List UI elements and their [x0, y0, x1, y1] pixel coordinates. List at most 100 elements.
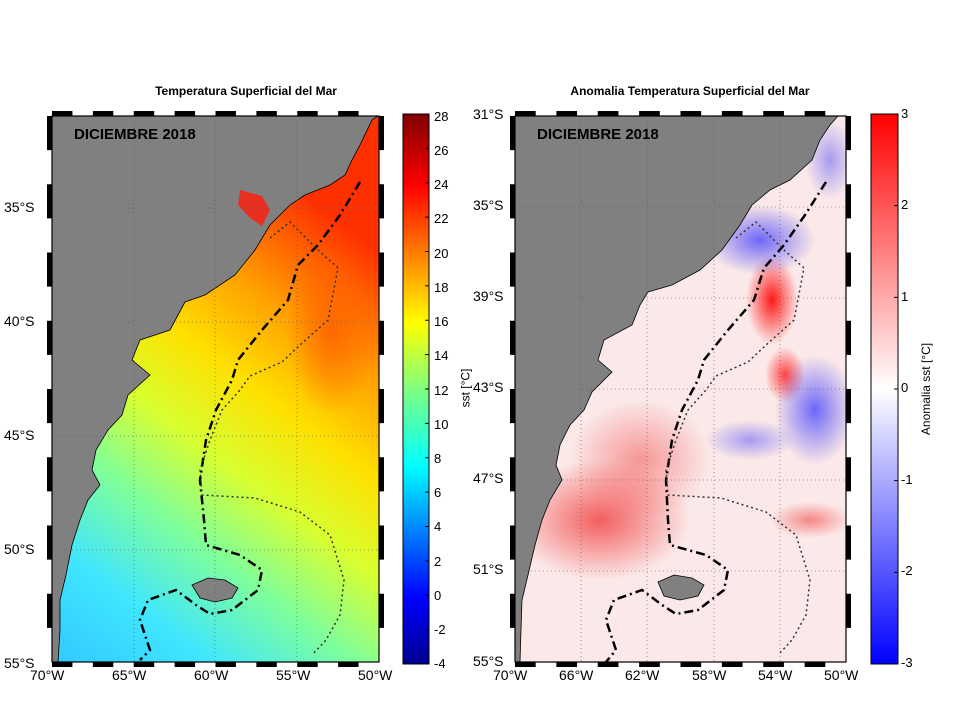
anom-cb-tick: 2: [901, 197, 909, 212]
right-lon-tick-54w: 54°W: [758, 667, 793, 683]
frame-segment: [379, 252, 384, 287]
frame-segment: [92, 111, 114, 116]
frame-segment: [846, 525, 851, 560]
left-grid: [52, 116, 379, 662]
frame-segment: [597, 111, 619, 116]
frame-segment: [379, 184, 384, 219]
frame-segment: [597, 662, 619, 667]
sst-cb-tick: 4: [434, 519, 442, 534]
right-date-label: DICIEMBRE 2018: [537, 126, 659, 143]
frame-segment: [639, 662, 660, 667]
sst-cb-tick: 26: [434, 143, 449, 158]
frame-segment: [846, 389, 851, 424]
frame-segment: [133, 111, 155, 116]
left-lat-tick-40s: 40°S: [4, 313, 35, 329]
sst-cb-tick: 24: [434, 177, 449, 192]
frame-segment: [47, 525, 52, 560]
left-lon-tick-60w: 60°W: [194, 667, 229, 683]
frame-segment: [47, 116, 52, 151]
anom-cb-tick: -1: [901, 472, 913, 487]
left-map-checker-border: [47, 111, 384, 667]
sst-cb-tick: 10: [434, 417, 449, 432]
right-lon-tick-66w: 66°W: [559, 667, 594, 683]
right-lon-tick-58w: 58°W: [692, 667, 727, 683]
left-lat-tick-45s: 45°S: [4, 427, 35, 443]
zone-boundary-line-right: [665, 220, 811, 656]
frame-segment: [515, 662, 536, 667]
right-lat-tick-55s: 55°S: [473, 653, 504, 669]
frame-segment: [256, 111, 277, 116]
frame-segment: [510, 457, 515, 492]
shelf-break-line-right: [604, 181, 828, 662]
frame-segment: [846, 457, 851, 492]
frame-segment: [639, 111, 660, 116]
sst-cb-tick: 16: [434, 314, 449, 329]
shelf-break-line: [138, 181, 362, 661]
frame-segment: [174, 662, 196, 667]
sst-cb-tick: 20: [434, 246, 449, 261]
sst-cb-tick: 22: [434, 211, 449, 226]
frame-segment: [763, 111, 784, 116]
frame-segment: [763, 662, 784, 667]
frame-segment: [379, 116, 384, 151]
frame-segment: [47, 320, 52, 355]
left-lat-tick-55s: 55°S: [4, 655, 35, 671]
right-lat-tick-39s: 39°S: [473, 288, 504, 304]
falkland-islands-right: [657, 574, 705, 601]
left-lon-tick-50w: 50°W: [358, 667, 393, 683]
frame-segment: [47, 389, 52, 424]
sst-colorbar-label: sst [°C]: [458, 368, 473, 408]
anom-cb-tick: 0: [901, 380, 909, 395]
right-map-title: Anomalia Temperatura Superficial del Mar: [570, 84, 810, 98]
frame-segment: [379, 525, 384, 560]
warm-anomaly-area: [287, 245, 377, 415]
frame-segment: [47, 252, 52, 287]
left-map: [52, 116, 379, 662]
frame-segment: [804, 662, 826, 667]
sst-cb-tick: 14: [434, 348, 449, 363]
right-lat-tick-31s: 31°S: [473, 106, 504, 122]
frame-segment: [338, 662, 359, 667]
frame-segment: [174, 111, 196, 116]
frame-segment: [510, 525, 515, 560]
right-map-checker-border: [510, 111, 851, 667]
right-lat-tick-43s: 43°S: [473, 379, 504, 395]
left-map-title: Temperatura Superficial del Mar: [155, 84, 337, 98]
left-lat-tick-50s: 50°S: [4, 541, 35, 557]
rio-de-la-plata: [238, 190, 270, 226]
frame-segment: [338, 111, 359, 116]
frame-segment: [721, 662, 743, 667]
frame-segment: [52, 662, 73, 667]
sst-cb-tick: 12: [434, 383, 449, 398]
right-lon-tick-50w: 50°W: [824, 667, 859, 683]
frame-segment: [680, 662, 702, 667]
frame-segment: [510, 389, 515, 424]
right-lat-tick-51s: 51°S: [473, 561, 504, 577]
frame-segment: [510, 252, 515, 287]
positive-anomaly-central: [570, 400, 710, 520]
anom-cb-tick: 3: [901, 106, 909, 121]
land-south-america: [52, 116, 379, 662]
sst-colorbar: [402, 113, 430, 665]
sst-cb-tick: 0: [434, 588, 442, 603]
sst-cb-tick: 18: [434, 280, 449, 295]
frame-segment: [215, 111, 236, 116]
zone-boundary-line: [199, 220, 345, 656]
frame-segment: [379, 457, 384, 492]
frame-segment: [680, 111, 702, 116]
frame-segment: [47, 593, 52, 628]
sst-cb-tick: 2: [434, 554, 442, 569]
sst-cb-tick: 6: [434, 485, 442, 500]
right-lat-tick-35s: 35°S: [473, 197, 504, 213]
frame-segment: [47, 184, 52, 219]
anom-cb-tick: -3: [901, 655, 913, 670]
colorbar-tick-marks: [425, 113, 898, 665]
frame-segment: [556, 662, 578, 667]
left-lon-tick-55w: 55°W: [276, 667, 311, 683]
frame-segment: [256, 662, 277, 667]
negative-anomaly-band: [705, 420, 795, 460]
frame-segment: [379, 389, 384, 424]
left-lon-tick-70w: 70°W: [30, 667, 65, 683]
frame-segment: [510, 320, 515, 355]
